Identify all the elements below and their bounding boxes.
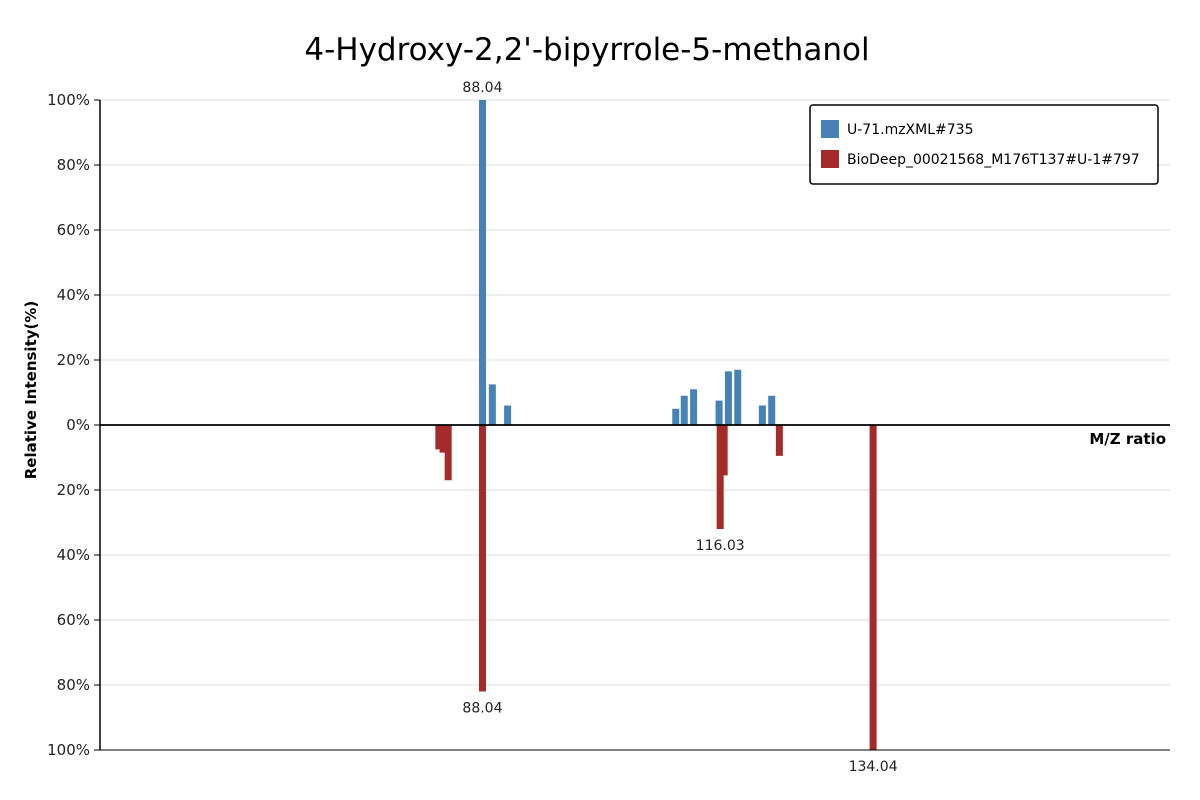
query-peak-bar [758, 405, 766, 425]
reference-peak-bar [478, 425, 486, 692]
legend: U-71.mzXML#735 BioDeep_00021568_M176T137… [809, 104, 1159, 185]
reference-peak-bar [716, 425, 724, 529]
query-peak-bar [478, 100, 486, 425]
reference-peak-label: 134.04 [849, 759, 898, 775]
reference-peak-bar [435, 425, 443, 450]
label-layer: 88.04 88.04 116.03 134.04 [462, 80, 897, 775]
query-peak-bar [690, 389, 698, 425]
query-peak-bar [715, 400, 723, 425]
query-peak-bar [488, 384, 496, 425]
legend-swatch-query [821, 120, 839, 138]
bar-layer [435, 100, 877, 750]
y-tick-label: 100% [47, 741, 90, 759]
x-axis-label: M/Z ratio [1089, 430, 1166, 448]
y-tick-label: 80% [57, 156, 90, 174]
reference-peak-bar [444, 425, 452, 481]
query-peak-bar [724, 371, 732, 425]
reference-peak-bar [775, 425, 783, 456]
legend-swatch-reference [821, 150, 839, 168]
y-tick-label: 100% [47, 91, 90, 109]
legend-entry-reference: BioDeep_00021568_M176T137#U-1#797 [847, 152, 1140, 168]
reference-peak-label: 88.04 [462, 701, 502, 717]
query-peak-bar [734, 369, 742, 425]
axis-layer: 100% 80% 60% 40% 20% 0% 20% 40% 60% 80% 100% [47, 91, 1170, 759]
query-peak-label: 88.04 [462, 80, 502, 96]
query-peak-bar [680, 395, 688, 425]
chart-title: 4-Hydroxy-2,2'-bipyrrole-5-methanol [304, 32, 869, 68]
query-peak-bar [768, 395, 776, 425]
y-tick-label: 80% [57, 676, 90, 694]
y-tick-label: 40% [57, 286, 90, 304]
y-tick-label: 40% [57, 546, 90, 564]
query-peak-bar [504, 405, 512, 425]
legend-box [809, 104, 1159, 185]
y-tick-label: 20% [57, 481, 90, 499]
query-peak-bar [672, 408, 680, 425]
y-tick-label: 20% [57, 351, 90, 369]
reference-peak-bar [720, 425, 728, 476]
legend-entry-query: U-71.mzXML#735 [847, 122, 973, 138]
reference-peak-bar [439, 425, 447, 453]
reference-peak-bar [869, 425, 877, 750]
y-tick-label: 60% [57, 611, 90, 629]
y-tick-label: 60% [57, 221, 90, 239]
y-axis-label: Relative Intensity(%) [22, 301, 40, 480]
y-tick-label: 0% [66, 416, 90, 434]
reference-peak-label: 116.03 [696, 538, 745, 554]
